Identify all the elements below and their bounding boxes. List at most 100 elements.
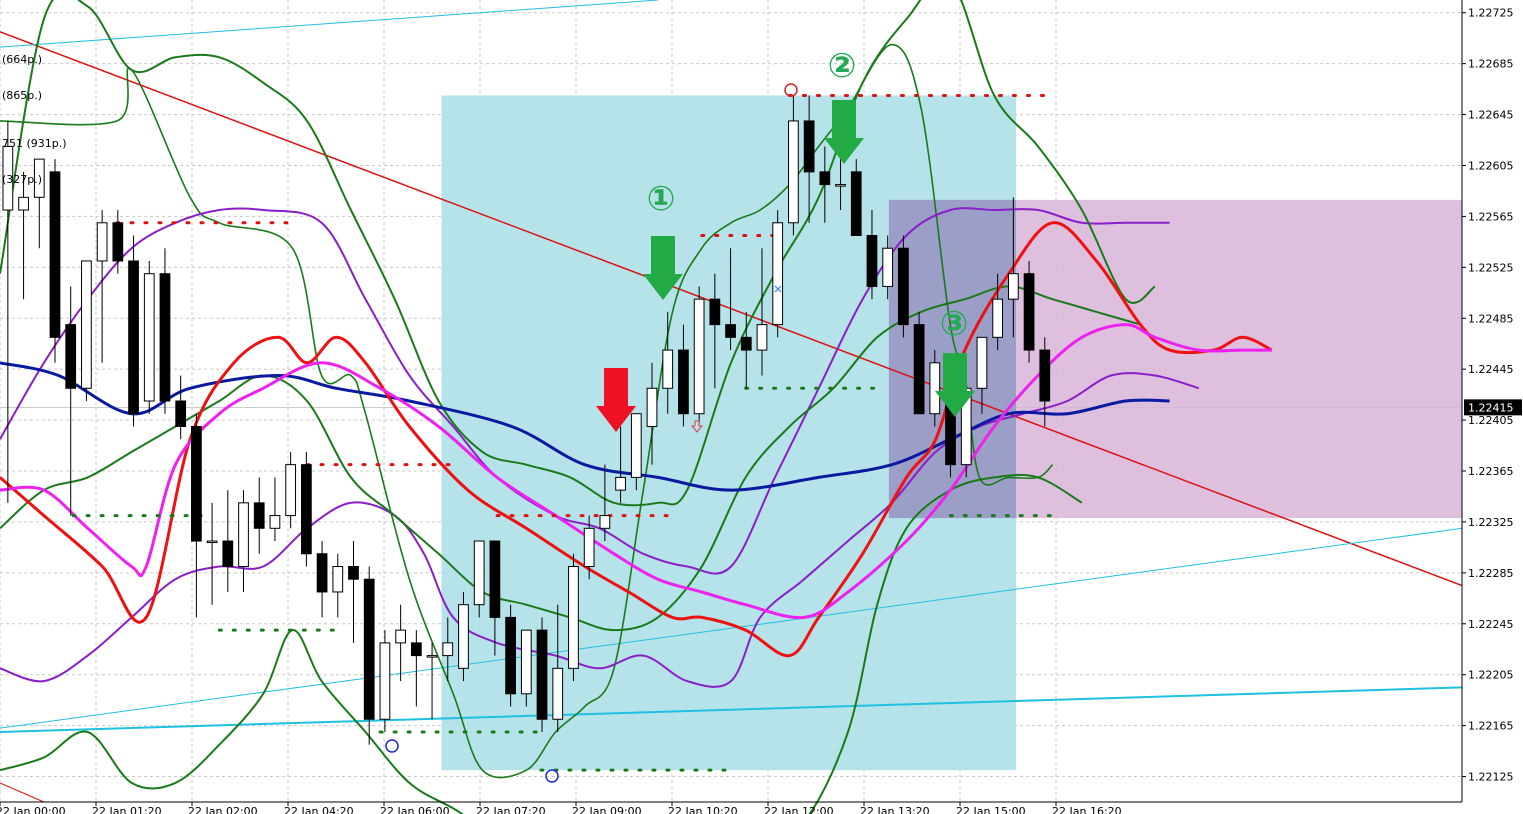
bear-candle-body xyxy=(191,425,202,542)
bear-candle-body xyxy=(253,502,265,529)
candle xyxy=(253,477,265,554)
y-tick-label: 1.22485 xyxy=(1468,312,1514,325)
bull-candle-body xyxy=(756,324,768,351)
bear-candle-body xyxy=(159,273,171,402)
bull-candle-body xyxy=(395,629,407,644)
candle xyxy=(740,311,752,389)
candle xyxy=(678,324,689,427)
bear-candle-body xyxy=(112,222,124,262)
purple-band-lower-line xyxy=(0,372,1200,688)
y-tick-label: 1.22165 xyxy=(1468,720,1514,733)
x-tick-label: 22 Jan 16:20 xyxy=(1052,805,1122,814)
x-tick-label: 22 Jan 01:20 xyxy=(92,805,162,814)
bull-candle-body xyxy=(976,336,988,389)
y-tick-label: 1.22525 xyxy=(1468,261,1514,274)
candle xyxy=(772,210,784,338)
candle xyxy=(1007,197,1019,338)
y-tick-label: 1.22445 xyxy=(1468,363,1514,376)
bull-candle-body xyxy=(269,515,281,529)
bear-candle-body xyxy=(898,247,909,326)
bull-candle-body xyxy=(788,120,799,224)
y-tick-label: 1.22565 xyxy=(1468,210,1514,223)
candle xyxy=(159,248,171,414)
level-labels: (664p.) (865p.) 751 (931p.) (327p.) xyxy=(2,53,67,186)
bear-candle-body xyxy=(410,642,422,657)
level-label: (664p.) xyxy=(2,53,42,66)
bull-candle-body xyxy=(693,298,705,415)
y-tick-label: 1.22125 xyxy=(1468,771,1514,784)
candle xyxy=(866,210,878,300)
candle xyxy=(269,477,281,542)
candle xyxy=(379,630,391,732)
x-tick-label: 22 Jan 02:00 xyxy=(188,805,258,814)
candle xyxy=(803,95,815,223)
candle xyxy=(489,540,501,656)
candle xyxy=(348,541,359,643)
low-circle-marker xyxy=(545,769,559,783)
high-circle-marker xyxy=(784,83,798,97)
green-arrow-2-icon xyxy=(824,100,864,164)
candle xyxy=(222,490,234,592)
candle xyxy=(630,413,642,491)
bull-candle-body xyxy=(929,362,941,415)
y-tick-label: 1.22285 xyxy=(1468,567,1514,580)
candle xyxy=(128,235,139,427)
candle xyxy=(143,260,155,414)
x-tick-label: 22 Jan 06:00 xyxy=(380,805,450,814)
bear-candle-body xyxy=(300,464,312,555)
y-tick-label: 1.22205 xyxy=(1468,669,1514,682)
candle xyxy=(238,490,249,592)
candle xyxy=(18,171,29,300)
bull-candle-body xyxy=(238,502,249,567)
y-tick-label: 1.22365 xyxy=(1468,465,1514,478)
bear-candle-body xyxy=(49,171,61,338)
bear-candle-body xyxy=(128,260,139,415)
candle xyxy=(992,273,1004,351)
bear-candle-body xyxy=(866,235,878,287)
candle xyxy=(568,553,579,682)
red-arrow-icon xyxy=(596,368,636,432)
bull-candle-body xyxy=(2,145,14,211)
candle xyxy=(850,159,862,237)
bear-candle-body xyxy=(489,540,501,618)
bear-candle-body xyxy=(803,120,815,173)
bull-candle-body xyxy=(646,387,658,427)
bull-candle-body xyxy=(426,655,438,658)
candle xyxy=(112,210,124,274)
candle xyxy=(81,260,92,401)
candle xyxy=(410,630,422,707)
candle xyxy=(96,210,108,363)
candle xyxy=(363,566,375,745)
bear-candle-body xyxy=(1039,349,1051,402)
candle xyxy=(646,362,658,465)
candle xyxy=(2,120,14,503)
bull-candle-body xyxy=(143,273,155,402)
green-band-lower-line xyxy=(0,473,1083,814)
level-label: 751 (931p.) xyxy=(2,137,67,150)
bull-candle-body xyxy=(458,604,469,669)
candle xyxy=(615,426,626,503)
candle xyxy=(300,451,312,567)
candle xyxy=(536,617,548,732)
bear-candle-body xyxy=(850,171,862,237)
candle xyxy=(583,515,595,580)
low-circle-marker xyxy=(385,739,399,753)
marker-number-3: ③ xyxy=(940,304,969,344)
level-label: (865p.) xyxy=(2,89,42,102)
bull-candle-body xyxy=(1007,273,1019,300)
current-price-label: 1.22415 xyxy=(1468,401,1514,414)
candle xyxy=(33,158,45,249)
y-tick-label: 1.22605 xyxy=(1468,159,1514,172)
marker-number-2: ② xyxy=(828,46,857,86)
x-tick-label: 22 Jan 07:20 xyxy=(476,805,546,814)
candle xyxy=(929,350,941,427)
bear-candle-body xyxy=(819,171,831,186)
marker-number-1: ① xyxy=(647,179,676,219)
candle xyxy=(976,336,988,414)
bear-candle-body xyxy=(678,349,689,415)
candle xyxy=(505,604,516,707)
candle xyxy=(819,146,831,223)
bull-candle-body xyxy=(442,642,454,657)
blue-ma-line xyxy=(0,361,1170,492)
red-ma-line xyxy=(0,221,1273,658)
